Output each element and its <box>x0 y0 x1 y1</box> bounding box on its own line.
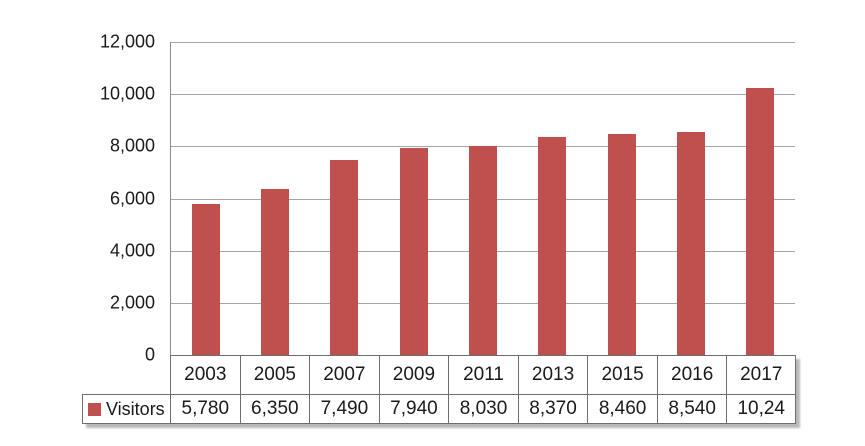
bar-column-2011 <box>448 42 517 355</box>
y-tick-label-12000: 12,000 <box>99 31 155 52</box>
y-axis: 0 2,000 4,000 6,000 8,000 10,000 12,000 <box>40 32 155 365</box>
table-corner-cell <box>82 355 170 394</box>
year-cell-2016: 2016 <box>656 355 727 394</box>
bar-column-2003 <box>171 42 240 355</box>
year-cell-2013: 2013 <box>517 355 588 394</box>
visitors-legend: Visitors <box>82 394 170 424</box>
year-cell-2005: 2005 <box>239 355 310 394</box>
bar-column-2009 <box>379 42 448 355</box>
gridline-12000 <box>171 42 795 43</box>
value-cell-2015: 8,460 <box>587 394 657 424</box>
plot-area <box>170 42 795 355</box>
value-cell-2007: 7,490 <box>309 394 379 424</box>
value-cell-2005: 6,350 <box>239 394 310 424</box>
value-cell-2003: 5,780 <box>170 394 240 424</box>
year-cell-2007: 2007 <box>309 355 379 394</box>
visitors-legend-swatch-icon <box>88 402 101 416</box>
bar-2009 <box>399 147 428 355</box>
bar-2017 <box>746 87 775 355</box>
bar-2016 <box>676 132 705 355</box>
bar-2015 <box>607 134 636 355</box>
year-cell-2009: 2009 <box>378 355 449 394</box>
year-cell-2011: 2011 <box>448 355 518 394</box>
bar-column-2016 <box>656 42 725 355</box>
visitors-legend-label: Visitors <box>106 398 165 419</box>
bar-column-2007 <box>310 42 379 355</box>
bar-2013 <box>538 136 567 355</box>
value-cell-2013: 8,370 <box>517 394 588 424</box>
bar-column-2013 <box>518 42 587 355</box>
year-cell-2015: 2015 <box>587 355 657 394</box>
gridline-10000 <box>171 94 795 96</box>
y-tick-label-10000: 10,000 <box>99 83 155 104</box>
bar-column-2005 <box>240 42 309 355</box>
bar-2003 <box>191 204 220 355</box>
bar-2005 <box>260 189 289 355</box>
y-tick-label-2000: 2,000 <box>109 292 155 313</box>
bar-column-2015 <box>587 42 656 355</box>
data-table: 2003 2005 2007 2009 2011 2013 2015 2016 2017 Vis… <box>82 355 796 424</box>
year-cell-2003: 2003 <box>170 355 240 394</box>
y-tick-label-6000: 6,000 <box>109 188 155 208</box>
bar-2007 <box>330 159 359 355</box>
year-cell-2017: 2017 <box>726 355 796 394</box>
value-cell-2016: 8,540 <box>656 394 727 424</box>
y-tick-label-4000: 4,000 <box>109 240 155 261</box>
value-cell-2017: 10,24 <box>726 394 796 424</box>
bar-column-2017 <box>726 42 795 355</box>
bar-2011 <box>468 145 497 355</box>
value-cell-2011: 8,030 <box>448 394 518 424</box>
y-tick-label-8000: 8,000 <box>109 135 155 156</box>
y-tick-label-0: 0 <box>144 344 155 365</box>
value-cell-2009: 7,940 <box>378 394 449 424</box>
